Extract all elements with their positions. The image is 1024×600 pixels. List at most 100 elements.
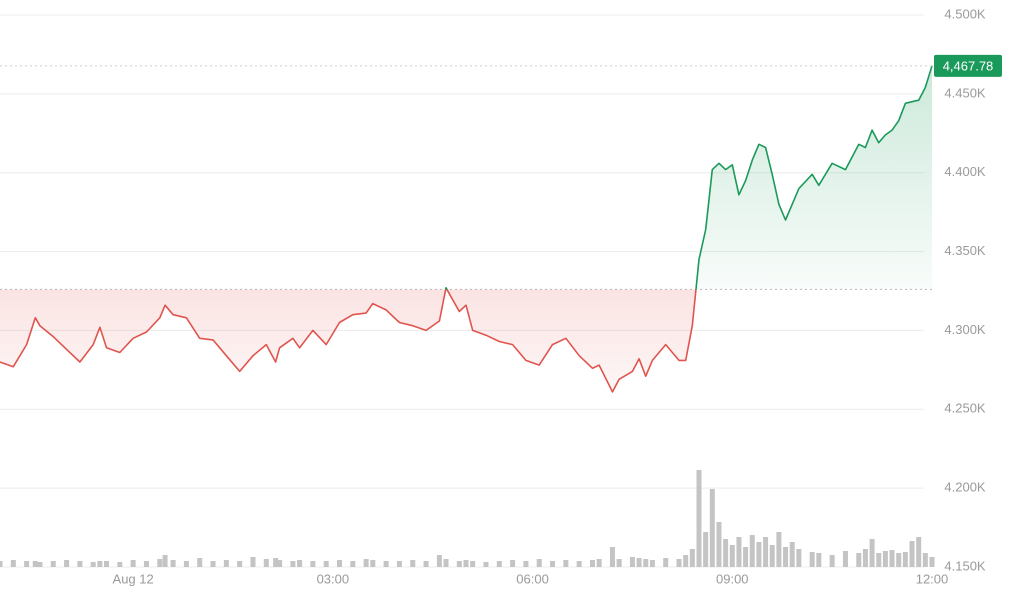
volume-bar bbox=[916, 537, 922, 567]
volume-bar bbox=[709, 489, 715, 567]
volume-bar bbox=[37, 562, 43, 567]
volume-bar bbox=[663, 558, 669, 567]
volume-bar bbox=[337, 560, 343, 567]
volume-bar bbox=[756, 542, 762, 567]
volume-bar bbox=[596, 559, 602, 567]
volume-bar bbox=[789, 542, 795, 567]
y-tick-label: 4.300K bbox=[944, 322, 986, 337]
volume-bar bbox=[563, 560, 569, 567]
volume-bar bbox=[496, 561, 502, 567]
volume-bar bbox=[183, 561, 189, 567]
volume-bar bbox=[223, 560, 229, 567]
volume-bar bbox=[676, 559, 682, 567]
volume-bar bbox=[536, 559, 542, 567]
volume-bar bbox=[443, 559, 449, 567]
volume-bar bbox=[290, 561, 296, 567]
volume-bar bbox=[143, 561, 149, 567]
volume-bar bbox=[197, 558, 203, 567]
volume-bar bbox=[922, 553, 928, 567]
volume-bar bbox=[277, 560, 283, 567]
last-price-box bbox=[934, 54, 1002, 77]
volume-bar bbox=[769, 545, 775, 567]
volume-bar bbox=[636, 558, 642, 567]
volume-bar bbox=[649, 560, 655, 567]
volume-bar bbox=[0, 561, 3, 567]
volume-bar bbox=[50, 561, 56, 567]
volume-bar bbox=[297, 560, 303, 567]
volume-bar bbox=[510, 560, 516, 567]
volume-bar bbox=[483, 562, 489, 567]
volume-bar bbox=[363, 559, 369, 567]
volume-bar bbox=[456, 561, 462, 567]
volume-bar bbox=[97, 561, 103, 567]
volume-bar bbox=[862, 549, 868, 567]
volume-bar bbox=[609, 547, 615, 567]
price-line bbox=[0, 65, 933, 393]
y-tick-label: 4.150K bbox=[944, 558, 986, 573]
volume-bar bbox=[470, 561, 476, 567]
x-tick-label: Aug 12 bbox=[113, 571, 154, 586]
volume-bar bbox=[783, 547, 789, 567]
volume-bar bbox=[157, 559, 163, 567]
volume-bar bbox=[370, 560, 376, 567]
volume-bar bbox=[683, 555, 689, 567]
volume-bar bbox=[929, 557, 935, 567]
volume-bar bbox=[696, 470, 702, 567]
volume-bar bbox=[616, 559, 622, 567]
volume-bar bbox=[162, 555, 168, 567]
volume-bar bbox=[423, 561, 429, 567]
volume-bar bbox=[210, 561, 216, 567]
volume-bar bbox=[909, 541, 915, 567]
volume-bar bbox=[796, 549, 802, 567]
y-tick-label: 4.250K bbox=[944, 401, 986, 416]
volume-bar bbox=[463, 560, 469, 567]
x-tick-label: 09:00 bbox=[716, 571, 749, 586]
volume-bar bbox=[24, 561, 30, 567]
volume-bar bbox=[743, 547, 749, 567]
volume-bar bbox=[876, 553, 882, 567]
volume-bar bbox=[130, 560, 136, 567]
volume-bar bbox=[749, 535, 755, 567]
volume-bar bbox=[273, 558, 279, 567]
volume-bar bbox=[396, 561, 402, 567]
volume-bar bbox=[643, 559, 649, 567]
volume-bar bbox=[523, 561, 529, 567]
volume-bar bbox=[869, 539, 875, 567]
volume-bar bbox=[350, 561, 356, 567]
volume-bar bbox=[323, 561, 329, 567]
volume-bar bbox=[729, 545, 735, 567]
volume-bar bbox=[104, 561, 110, 567]
volume-bar bbox=[550, 561, 556, 567]
volume-bar bbox=[383, 561, 389, 567]
volume-bar bbox=[77, 561, 83, 567]
volume-bar bbox=[776, 532, 782, 567]
volume-bar bbox=[250, 557, 256, 567]
last-price-label: 4,467.78 bbox=[943, 58, 994, 73]
volume-bar bbox=[902, 552, 908, 567]
volume-bar bbox=[736, 537, 742, 567]
volume-bar bbox=[889, 550, 895, 567]
volume-bar bbox=[589, 560, 595, 567]
volume-bar bbox=[842, 551, 848, 567]
volume-bar bbox=[90, 562, 96, 567]
volume-bar bbox=[896, 553, 902, 567]
y-tick-label: 4.350K bbox=[944, 243, 986, 258]
volume-bar bbox=[829, 555, 835, 567]
y-tick-label: 4.500K bbox=[944, 6, 986, 21]
volume-bar bbox=[763, 537, 769, 567]
y-tick-label: 4.200K bbox=[944, 480, 986, 495]
volume-bar bbox=[716, 522, 722, 567]
volume-bar bbox=[64, 560, 70, 567]
volume-bar bbox=[629, 557, 635, 567]
volume-bar bbox=[237, 561, 243, 567]
volume-bar bbox=[436, 555, 442, 567]
x-tick-label: 06:00 bbox=[516, 571, 549, 586]
price-area bbox=[0, 65, 932, 392]
volume-bar bbox=[32, 561, 38, 567]
volume-bar bbox=[576, 561, 582, 567]
volume-bar bbox=[10, 560, 16, 567]
volume-bar bbox=[703, 532, 709, 567]
volume-bar bbox=[809, 552, 815, 567]
y-tick-label: 4.450K bbox=[944, 85, 986, 100]
